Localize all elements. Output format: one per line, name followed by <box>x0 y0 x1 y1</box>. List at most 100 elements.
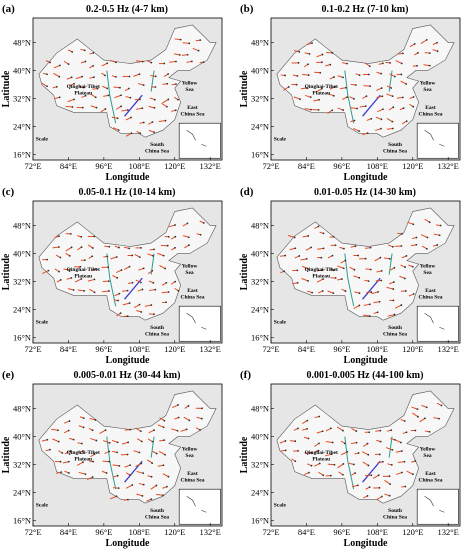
station <box>164 268 166 270</box>
map-label: Qinghai-Tibet <box>305 267 338 273</box>
station <box>417 416 419 418</box>
station <box>188 419 190 421</box>
y-tick-label: 40°N <box>251 66 269 76</box>
station <box>389 258 391 260</box>
station <box>294 247 296 249</box>
station <box>406 120 408 122</box>
map-label: Plateau <box>312 457 330 463</box>
station <box>310 247 312 249</box>
station <box>143 484 145 486</box>
panel-title: 0.1-0.2 Hz (7-10 km) <box>322 4 409 15</box>
map-label: China Sea <box>180 295 204 301</box>
station <box>341 278 343 280</box>
station <box>401 472 403 474</box>
station <box>308 472 310 474</box>
x-tick-label: 120°E <box>402 161 423 171</box>
y-tick-label: 24°N <box>13 305 31 315</box>
y-tick-label: 48°N <box>251 404 269 414</box>
map-label: South <box>150 508 164 514</box>
station <box>427 237 429 239</box>
y-tick-label: 40°N <box>251 249 269 259</box>
x-tick-label: 132°E <box>200 344 221 354</box>
map-label: South <box>150 325 164 331</box>
panel: (f)0.001-0.005 Hz (44-100 km)Qinghai-Tib… <box>239 369 460 549</box>
station <box>355 84 357 86</box>
station <box>401 233 403 235</box>
x-tick-label: 108°E <box>129 161 150 171</box>
station <box>174 224 176 226</box>
station <box>298 255 300 257</box>
station <box>413 96 415 98</box>
station <box>174 247 176 249</box>
map-label: Yellow <box>420 81 436 87</box>
station <box>389 495 391 497</box>
station <box>166 106 168 108</box>
station <box>115 76 117 78</box>
station <box>403 107 405 109</box>
arrow <box>66 106 73 107</box>
station <box>343 248 345 250</box>
station <box>174 236 176 238</box>
station <box>117 117 119 119</box>
station <box>165 301 167 303</box>
station <box>96 107 98 109</box>
station <box>358 305 360 307</box>
panel: (a)0.2-0.5 Hz (4-7 km)Qinghai-TibetPlate… <box>1 3 222 183</box>
station <box>163 63 165 65</box>
station <box>73 99 75 101</box>
station <box>429 65 431 67</box>
station <box>142 61 144 63</box>
map-label: Yellow <box>182 447 198 453</box>
station <box>429 431 431 433</box>
station <box>288 86 290 88</box>
station <box>120 312 122 314</box>
station <box>342 463 344 465</box>
station <box>152 255 154 257</box>
station <box>203 222 205 224</box>
station <box>414 43 416 45</box>
map-label: East <box>187 288 198 294</box>
station <box>68 63 70 65</box>
panel-label: (a) <box>2 3 15 15</box>
station <box>370 474 372 476</box>
station <box>154 107 156 109</box>
station <box>118 465 120 467</box>
x-tick-label: 120°E <box>164 527 185 537</box>
station <box>306 428 308 430</box>
station <box>405 83 407 85</box>
map-label: China Sea <box>418 295 442 301</box>
station <box>46 73 48 75</box>
y-tick-label: 32°N <box>13 460 31 470</box>
station <box>406 431 408 433</box>
station <box>58 271 60 273</box>
station <box>404 266 406 268</box>
station <box>150 304 152 306</box>
station <box>94 291 96 293</box>
station <box>139 304 141 306</box>
station <box>322 290 324 292</box>
station <box>297 428 299 430</box>
station <box>415 430 417 432</box>
station <box>332 255 334 257</box>
station <box>297 450 299 452</box>
station <box>108 246 110 248</box>
map-label: China Sea <box>383 148 407 154</box>
station <box>438 418 440 420</box>
station <box>426 406 428 408</box>
y-tick-label: 24°N <box>251 305 269 315</box>
x-tick-label: 132°E <box>438 344 459 354</box>
station <box>153 248 155 250</box>
station <box>404 420 406 422</box>
station <box>342 474 344 476</box>
station <box>165 282 167 284</box>
map-label: South <box>388 508 402 514</box>
station <box>49 62 51 64</box>
station <box>355 245 357 247</box>
station <box>377 291 379 293</box>
x-tick-label: 120°E <box>402 344 423 354</box>
station <box>358 277 360 279</box>
station <box>307 235 309 237</box>
station <box>322 54 324 56</box>
x-tick-label: 132°E <box>200 161 221 171</box>
station <box>296 84 298 86</box>
